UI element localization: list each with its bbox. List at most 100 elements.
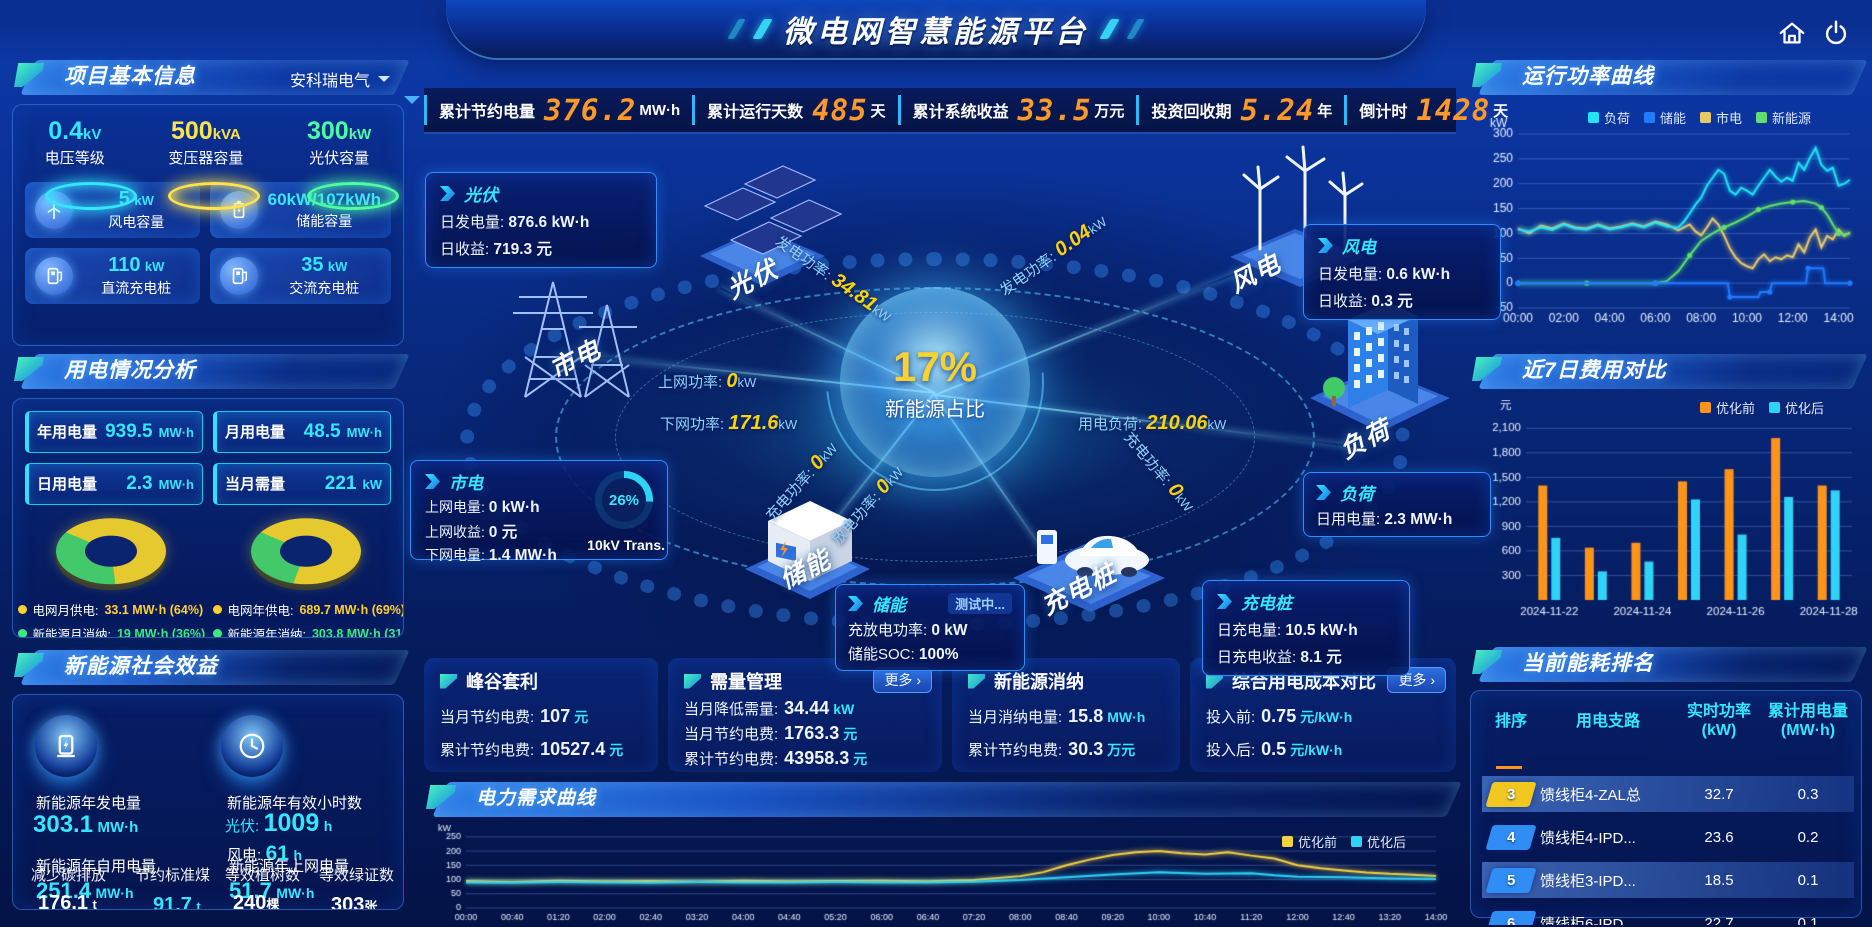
more-button[interactable]: 更多 › [1387,667,1446,693]
benefit-value-to-grid: 51.7 MW·h [229,878,314,904]
metric-value: 43958.3 [784,748,850,768]
legend-item[interactable]: 优化后 [1351,832,1406,851]
pedestal-pv: 300kW 光伏容量 [306,117,399,210]
pedestal-ring [306,182,399,210]
metric-unit: MW·h [1107,709,1146,725]
legend-value: 19 MW·h (36%) [116,626,206,638]
legend-item[interactable]: 电网月供电: 33.1 MW·h (64%) [17,600,204,619]
table-row[interactable]: 3 馈线柜4-ZAL总 32.7 0.3 [1482,776,1854,812]
box-value: 2.3 MW·h [1384,511,1453,528]
power-legend: 负荷 储能 市电 新能源 [1588,108,1811,127]
table-row[interactable]: 6 馈线柜6-IPD 22.7 0.1 [1482,905,1854,925]
cost-legend: 优化前 优化后 [1700,398,1824,417]
pv-hours-number: 1009 [263,809,320,837]
benefit-value-pv-hours: 光伏: 1009 h [225,809,332,838]
benefit-number: 251.4 [36,878,92,903]
box-label: 充放电功率: [848,622,928,639]
panel-header-cost: 近7日费用对比 [1470,352,1868,394]
benefit-value-wind-hours: 风电: 61 h [227,842,302,866]
benefit-number: 240 [233,892,267,910]
metric-label: 投入后: [1206,742,1256,759]
table-row[interactable]: 4 馈线柜4-IPD... 23.6 0.2 [1482,819,1854,855]
panel-demand-mgmt: 需量管理 更多 › 当月降低需量: 34.44 kW 当月节约电费: 1763.3 元 … [668,658,942,772]
rank-badge: 6 [1485,910,1537,925]
legend-label: 新能源 [1772,111,1812,126]
company-select[interactable]: 安科瑞电气 [290,67,390,91]
box-label: 下网电量: [425,547,485,563]
stat-value: 939.5 [105,421,153,442]
metric-label: 当月降低需量: [684,701,779,718]
metric-value: 34.44 [784,698,830,718]
metric-label: 当月节约电费: [684,726,779,743]
chevron-icon [440,186,455,201]
box-value: 10.5 kW·h [1285,622,1358,639]
legend-item[interactable]: 优化后 [1769,398,1824,417]
benefit-number: 303.1 [33,811,94,838]
title-decoration [1126,19,1145,39]
benefit-value-certs: 303张 [331,894,377,909]
legend-label: 电网月供电: [32,604,99,618]
branch-name: 馈线柜4-IPD... [1540,829,1636,847]
pedestal-label: 光伏容量 [309,150,370,167]
power-icon[interactable] [1818,15,1854,51]
card-label: 风电容量 [108,214,165,230]
energy-flow-diagram: 17% 新能源占比 [410,132,1501,676]
kpi-value: 1428 [1416,93,1491,127]
chevron-icon [1316,485,1331,500]
kpi-payback-period: 投资回收期 5.24 年 [1136,93,1344,127]
kpi-label: 累计系统收益 [912,104,1009,121]
branch-name: 馈线柜4-ZAL总 [1540,786,1641,804]
metric-unit: 元/kW·h [1290,742,1343,758]
legend-item[interactable]: 新能源 [1756,108,1811,127]
table-row[interactable]: 5 馈线柜3-IPD... 18.5 0.1 [1482,862,1854,898]
box-title: 光伏 [464,186,498,205]
stat-day-usage: 日用电量 2.3 MW·h [25,463,203,505]
metric-label: 投入前: [1206,709,1256,726]
kpi-label: 投资回收期 [1151,104,1232,121]
pedestal-transformer: 500kVA 变压器容量 [168,117,261,210]
legend-item[interactable]: 储能 [1644,108,1686,127]
rank-badge: 4 [1485,824,1537,850]
chevron-icon [425,474,440,489]
legend-swatch [1756,112,1768,123]
legend-item[interactable]: 优化前 [1700,398,1755,417]
title-plate: 微电网智慧能源平台 [446,0,1426,58]
box-title: 储能 [872,596,906,615]
legend-item[interactable]: 市电 [1700,108,1742,127]
kpi-unit: 天 [1493,102,1509,120]
benefit-number: 91.7 [153,894,192,910]
pv-hours-unit: h [323,818,333,834]
title-decoration [752,19,773,39]
more-button[interactable]: 更多 › [873,667,932,693]
pedestal-ring [44,182,137,210]
legend-dot [212,605,222,614]
home-icon[interactable] [1774,15,1810,51]
legend-item[interactable]: 优化前 [1282,832,1337,851]
benefit-label-carbon: 减少碳排放 [31,867,107,884]
metric-label: 累计节约电费: [440,742,535,759]
panel-benefits: 新能源年发电量 303.1 MW·h 新能源年有效小时数 光伏: 1009 h … [12,694,404,910]
legend-item[interactable]: 负荷 [1588,108,1630,127]
realtime-power: 18.5 [1704,871,1734,889]
metric-unit: kW [833,701,855,717]
box-label: 上网电量: [425,499,485,515]
kpi-unit: 天 [870,102,886,120]
legend-item[interactable]: 新能源月消纳: 19 MW·h (36%) [17,624,206,638]
legend-swatch [1282,836,1293,847]
box-value: 0 kW·h [488,499,540,516]
legend-item[interactable]: 电网年供电: 689.7 MW·h (69%) [212,600,403,619]
benefit-label-hours: 新能源年有效小时数 [227,795,363,812]
legend-item[interactable]: 新能源年消纳: 303.8 MW·h (31%) [212,624,403,637]
collapse-caret-icon[interactable] [404,96,420,112]
panel-title: 需量管理 [710,672,782,692]
card-label: 交流充电桩 [289,280,360,296]
pedestal-value: 0.4 [48,117,83,145]
kpi-value: 485 [812,93,868,127]
panel-renewable-consumption: 新能源消纳 当月消纳电量: 15.8 MW·h 累计节约电费: 30.3 万元 [952,658,1180,772]
stat-year-usage: 年用电量 939.5 MW·h [25,411,203,453]
box-label: 上网收益: [425,524,485,540]
panel-header-power: 运行功率曲线 [1470,58,1868,100]
legend-swatch [1700,402,1711,413]
chevron-icon [1318,238,1333,253]
metric-value: 1763.3 [784,723,840,743]
